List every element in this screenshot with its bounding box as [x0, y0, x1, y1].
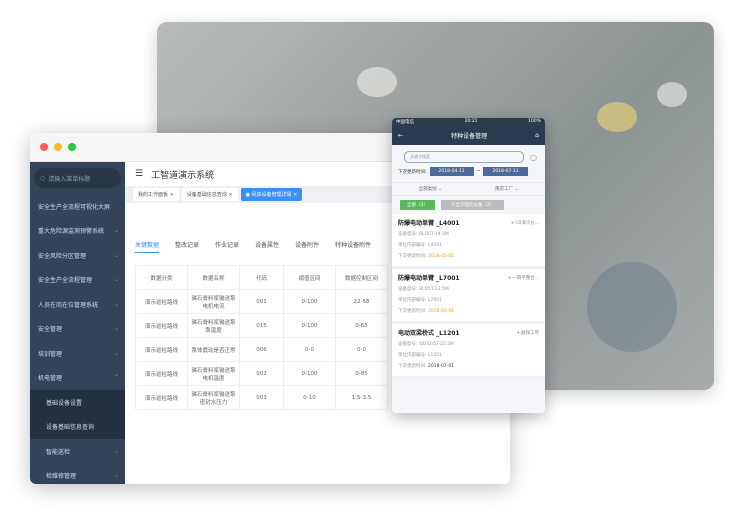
table-cell: 磷石膏料浆输送泵电机电流: [187, 289, 240, 314]
table-cell: 演示巡检路线: [135, 385, 188, 410]
sidebar-item[interactable]: 安全生产全流程管理 ⌄: [38, 276, 119, 285]
sub-tab[interactable]: 设备属性: [255, 242, 280, 249]
table-cell: 0-0: [335, 337, 388, 362]
table-cell: 磷石膏料浆输送泵泵温度: [187, 313, 240, 338]
table-cell: 磷石膏料浆输送泵密封水压力: [187, 385, 240, 410]
table-row: 演示巡检路线 泵体震动是否正常 006 0-0 0-0: [135, 337, 388, 362]
hamburger-menu-icon[interactable]: ☰: [135, 169, 144, 179]
table-cell: 演示巡检路线: [135, 313, 188, 338]
sub-tab[interactable]: 设备附件: [295, 242, 320, 249]
table-row: 演示巡检路线 磷石膏料浆输送泵密封水压力 003 0-10 1.5-3.5: [135, 385, 388, 410]
sub-tab[interactable]: 作业记录: [215, 242, 240, 249]
column-header: 数据分类: [135, 265, 188, 290]
minimize-dot[interactable]: [54, 143, 62, 151]
mobile-screen: 中国电信 20:21 100% ← 特种设备管理 ⌂ 关键字搜索 ○ 下次更新时间: 201…: [392, 118, 545, 413]
table-cell: 015: [239, 313, 284, 338]
all-button[interactable]: 全部（3）: [400, 200, 435, 210]
table-cell: 0-65: [335, 313, 388, 338]
chevron-icon: ⌃: [113, 374, 119, 382]
status-bar: 中国电信 20:21 100%: [392, 118, 545, 126]
table-cell: 002: [239, 361, 284, 386]
table-cell: 22-58: [335, 289, 388, 314]
table-row: 演示巡检路线 磷石膏料浆输送泵泵温度 015 0-100 0-65: [135, 313, 388, 338]
search-icon: ○: [40, 174, 46, 182]
column-header: 代码: [239, 265, 284, 290]
equipment-card[interactable]: 防爆电动单臂 _L4001 ⌖ C0滨冷分... 设备型号: BLD5T-14.5…: [392, 214, 545, 269]
sidebar-item[interactable]: 检维修管理 ⌄: [46, 472, 119, 481]
table-cell: 1.5-3.5: [335, 385, 388, 410]
table-cell: 磷石膏料浆输送泵电机温度: [187, 361, 240, 386]
equipment-card[interactable]: 电动双梁桥式 _L1201 ⌖ 磨煤工序 设备型号: QD32/5T-25.5M …: [392, 324, 545, 379]
open-tab[interactable]: ● 风体设备管理详情 ×: [240, 188, 303, 201]
table-cell: 演示巡检路线: [135, 361, 188, 386]
only-inspection-button[interactable]: 只显示临检设备（2）: [440, 200, 505, 210]
table-row: 演示巡检路线 磷石膏料浆输送泵电机温度 002 0-100 0-85: [135, 361, 388, 386]
sidebar-item[interactable]: 基础设备设置: [30, 390, 125, 415]
chevron-icon: ⌄: [113, 447, 119, 455]
table-cell: 003: [239, 385, 284, 410]
sidebar-item[interactable]: 培训管理 ⌄: [38, 349, 119, 358]
open-tab[interactable]: 我的工作面板 ×: [133, 188, 179, 201]
chevron-icon: ⌄: [113, 472, 119, 480]
sub-tabs: 关键数据 整改记录 作业记录 设备属性 设备附件 特种设备附件: [135, 240, 371, 253]
sidebar-item[interactable]: 安全管理 ⌄: [38, 325, 119, 334]
chevron-icon: ⌄: [113, 227, 119, 235]
search-icon[interactable]: ○: [530, 152, 537, 162]
table-cell: 演示巡检路线: [135, 289, 188, 314]
sidebar: ○ 请输入菜单标题 安全生产全流程可视化大屏 重大危险源监测预警系统 ⌄ 安全风险分区管…: [30, 162, 125, 484]
sub-tab[interactable]: 整改记录: [175, 242, 200, 249]
table-cell: 演示巡检路线: [135, 337, 188, 362]
sub-tab[interactable]: 关键数据: [135, 240, 160, 253]
table-cell: 0-85: [335, 361, 388, 386]
menu-search-input[interactable]: ○ 请输入菜单标题: [34, 168, 121, 188]
app-title: 工智道演示系统: [151, 170, 215, 181]
sidebar-item[interactable]: 安全生产全流程可视化大屏: [38, 203, 111, 211]
home-icon[interactable]: ⌂: [535, 132, 539, 139]
location-pin-icon: ⌖: [517, 331, 520, 336]
table-cell: 0-100: [283, 289, 336, 314]
equipment-card[interactable]: 防爆电动单臂 _L7001 ⌖ 一期平整合... 设备型号: BLD5T-22.5…: [392, 269, 545, 324]
chevron-icon: ⌄: [113, 276, 119, 284]
open-tab[interactable]: 设备基础信息查询 ×: [181, 188, 238, 201]
location-pin-icon: ⌖: [508, 276, 511, 281]
filter-type[interactable]: 全部类别 ⌄: [418, 187, 442, 192]
sidebar-item[interactable]: 重大危险源监测预警系统 ⌄: [38, 227, 119, 236]
back-arrow-icon[interactable]: ←: [398, 132, 404, 139]
column-header: 数据控制区间: [335, 265, 388, 290]
table-cell: 0-100: [283, 313, 336, 338]
table-cell: 001: [239, 289, 284, 314]
data-table: 数据分类 数据名称 代码 阈值区间 数据控制区间 演示巡检路线 磷石膏料浆输送泵电机电流 00…: [135, 265, 388, 410]
table-cell: 0-10: [283, 385, 336, 410]
column-header: 阈值区间: [283, 265, 336, 290]
date-from[interactable]: 2018-04-11: [429, 167, 474, 176]
filter-factory[interactable]: 南京工厂 ⌄: [495, 187, 519, 192]
sidebar-item[interactable]: 人员在岗在位管理系统 ⌄: [38, 300, 119, 309]
chevron-icon: ⌄: [113, 300, 119, 308]
column-header: 数据名称: [187, 265, 240, 290]
chevron-icon: ⌄: [113, 349, 119, 357]
sidebar-item[interactable]: 机电管理 ⌃: [38, 374, 119, 383]
sidebar-item[interactable]: 设备基础信息查询: [30, 414, 125, 439]
sub-tab[interactable]: 特种设备附件: [335, 242, 372, 249]
table-row: 演示巡检路线 磷石膏料浆输送泵电机电流 001 0-100 22-58: [135, 289, 388, 314]
date-to[interactable]: 2018-07-11: [483, 167, 528, 176]
table-cell: 泵体震动是否正常: [187, 337, 240, 362]
close-dot[interactable]: [40, 143, 48, 151]
chevron-icon: ⌄: [113, 251, 119, 259]
chevron-icon: ⌄: [113, 325, 119, 333]
sidebar-item[interactable]: 智能巡检 ⌄: [46, 447, 119, 456]
table-cell: 006: [239, 337, 284, 362]
mobile-search-input[interactable]: 关键字搜索: [404, 151, 525, 163]
location-pin-icon: ⌖: [511, 221, 514, 226]
mobile-title: 特种设备管理: [451, 133, 488, 140]
main-content: ☰ 工智道演示系统 我的工作面板 × 设备基础信息查询 × ● 风体设备管理详情 × …: [125, 162, 510, 484]
maximize-dot[interactable]: [68, 143, 76, 151]
sidebar-item[interactable]: 安全风险分区管理 ⌄: [38, 251, 119, 260]
table-cell: 0-100: [283, 361, 336, 386]
table-cell: 0-0: [283, 337, 336, 362]
